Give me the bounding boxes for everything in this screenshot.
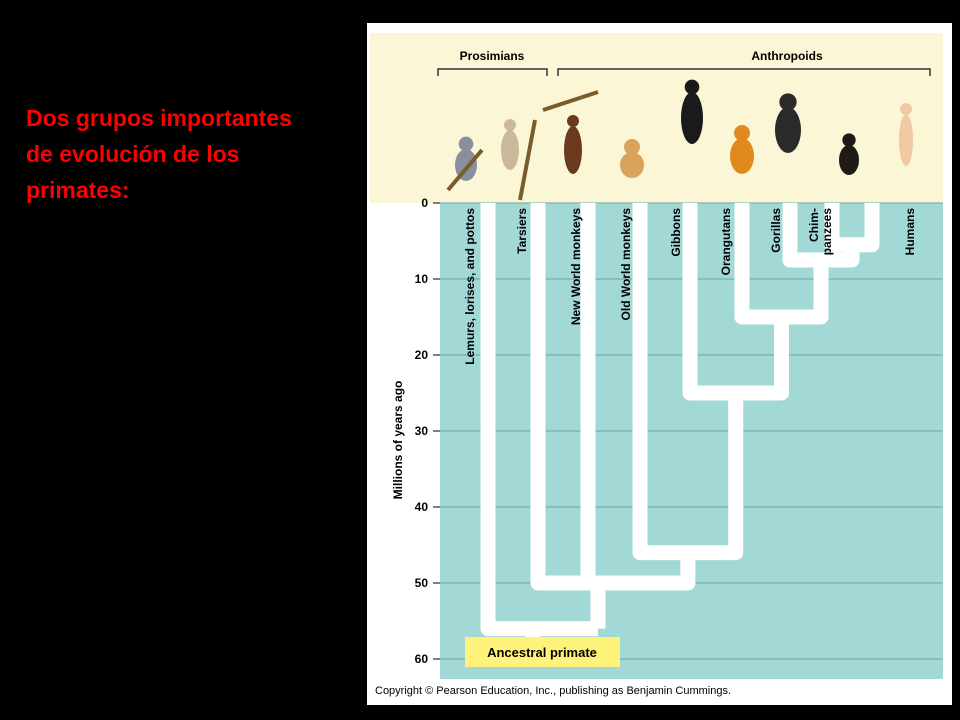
orangutan-icon — [730, 125, 754, 174]
human-icon — [899, 103, 913, 166]
branch-perch — [542, 90, 599, 112]
y-tick-label: 30 — [415, 424, 429, 438]
animal-panel — [370, 33, 943, 203]
taxon-label: Tarsiers — [515, 208, 529, 254]
branch-perch — [446, 148, 484, 192]
slide-title: Dos grupos importantes de evolución de lo… — [26, 100, 366, 208]
slide-title-line: Dos grupos importantes — [26, 105, 292, 131]
gibbon-icon — [681, 79, 703, 144]
spider-monkey-icon — [564, 115, 582, 174]
chimpanzee-icon — [839, 133, 859, 175]
slide-title-line: de evolución de los — [26, 141, 240, 167]
y-tick-label: 50 — [415, 576, 429, 590]
taxon-label: panzees — [820, 208, 834, 256]
slide-title-line: primates: — [26, 177, 130, 203]
gorilla-icon — [775, 93, 801, 153]
ancestral-primate-label: Ancestral primate — [487, 645, 597, 660]
taxon-label: Orangutans — [719, 208, 733, 276]
prosimians-label: Prosimians — [460, 49, 525, 63]
y-tick-label: 0 — [421, 196, 428, 210]
taxon-label: Chim- — [807, 208, 821, 242]
tarsier-icon — [501, 119, 519, 170]
branch-perch — [518, 119, 537, 201]
ancestral-primate-box — [465, 637, 620, 667]
anthropoids-label: Anthropoids — [751, 49, 823, 63]
copyright-line: Copyright © Pearson Education, Inc., pub… — [375, 685, 731, 697]
tree-branch — [480, 203, 598, 637]
anthropoids-bracket — [557, 68, 931, 76]
taxon-label: Gorillas — [769, 208, 783, 253]
taxon-label: New World monkeys — [569, 208, 583, 325]
y-tick-label: 20 — [415, 348, 429, 362]
taxon-label: Humans — [903, 208, 917, 256]
y-tick-label: 40 — [415, 500, 429, 514]
phylogenetic-tree — [480, 203, 880, 648]
y-tick-label: 10 — [415, 272, 429, 286]
y-axis-label: Millions of years ago — [391, 381, 405, 500]
prosimians-bracket — [437, 68, 548, 76]
y-tick-label: 60 — [415, 652, 429, 666]
taxon-label: Lemurs, lorises, and pottos — [463, 208, 477, 365]
macaque-icon — [620, 139, 644, 178]
taxon-label: Old World monkeys — [619, 208, 633, 321]
taxon-label: Gibbons — [669, 208, 683, 257]
